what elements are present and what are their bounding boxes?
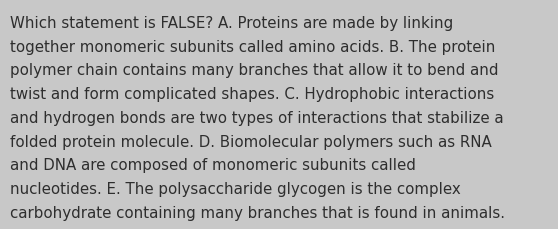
Text: nucleotides. E. The polysaccharide glycogen is the complex: nucleotides. E. The polysaccharide glyco…: [10, 181, 461, 196]
Text: Which statement is FALSE? A. Proteins are made by linking: Which statement is FALSE? A. Proteins ar…: [10, 16, 453, 31]
Text: twist and form complicated shapes. C. Hydrophobic interactions: twist and form complicated shapes. C. Hy…: [10, 87, 494, 102]
Text: folded protein molecule. D. Biomolecular polymers such as RNA: folded protein molecule. D. Biomolecular…: [10, 134, 492, 149]
Text: and hydrogen bonds are two types of interactions that stabilize a: and hydrogen bonds are two types of inte…: [10, 110, 504, 125]
Text: and DNA are composed of monomeric subunits called: and DNA are composed of monomeric subuni…: [10, 158, 416, 172]
Text: carbohydrate containing many branches that is found in animals.: carbohydrate containing many branches th…: [10, 205, 505, 220]
Text: polymer chain contains many branches that allow it to bend and: polymer chain contains many branches tha…: [10, 63, 498, 78]
Text: together monomeric subunits called amino acids. B. The protein: together monomeric subunits called amino…: [10, 40, 496, 55]
